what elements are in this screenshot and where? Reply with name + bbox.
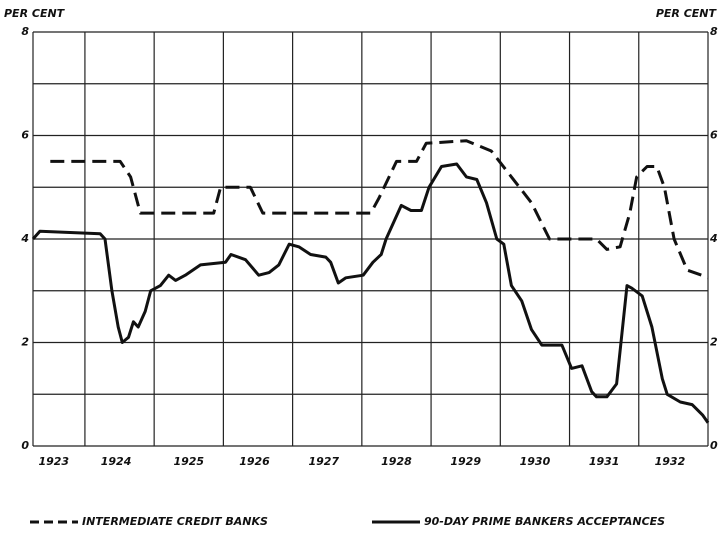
x-tick-label: 1929	[450, 455, 481, 468]
y2-tick-label: 0	[710, 439, 718, 452]
legend-label: INTERMEDIATE CREDIT BANKS	[82, 515, 268, 528]
x-tick-label: 1923	[38, 455, 69, 468]
data-line	[50, 139, 709, 280]
y2-tick-label: 8	[710, 25, 718, 38]
y-tick-label: 2	[21, 336, 29, 349]
data-line	[31, 162, 710, 424]
y-tick-label: 4	[20, 232, 29, 245]
y2-tick-label: 6	[710, 129, 718, 142]
y-tick-label: 8	[21, 25, 29, 38]
x-tick-label: 1925	[173, 455, 204, 468]
x-tick-label: 1926	[239, 455, 270, 468]
y2-tick-label: 2	[710, 336, 718, 349]
y2-tick-label: 4	[709, 232, 718, 245]
legend-label: 90-DAY PRIME BANKERS ACCEPTANCES	[424, 515, 665, 528]
x-tick-label: 1927	[308, 455, 339, 468]
y2-axis-label: PER CENT	[656, 7, 718, 20]
x-tick-label: 1928	[381, 455, 412, 468]
y-tick-label: 0	[21, 439, 29, 452]
y-tick-label: 6	[21, 129, 29, 142]
x-tick-label: 1932	[655, 455, 686, 468]
y-axis-label: PER CENT	[4, 7, 66, 20]
x-tick-label: 1924	[101, 455, 132, 468]
x-tick-label: 1930	[520, 455, 551, 468]
x-tick-label: 1931	[589, 455, 620, 468]
